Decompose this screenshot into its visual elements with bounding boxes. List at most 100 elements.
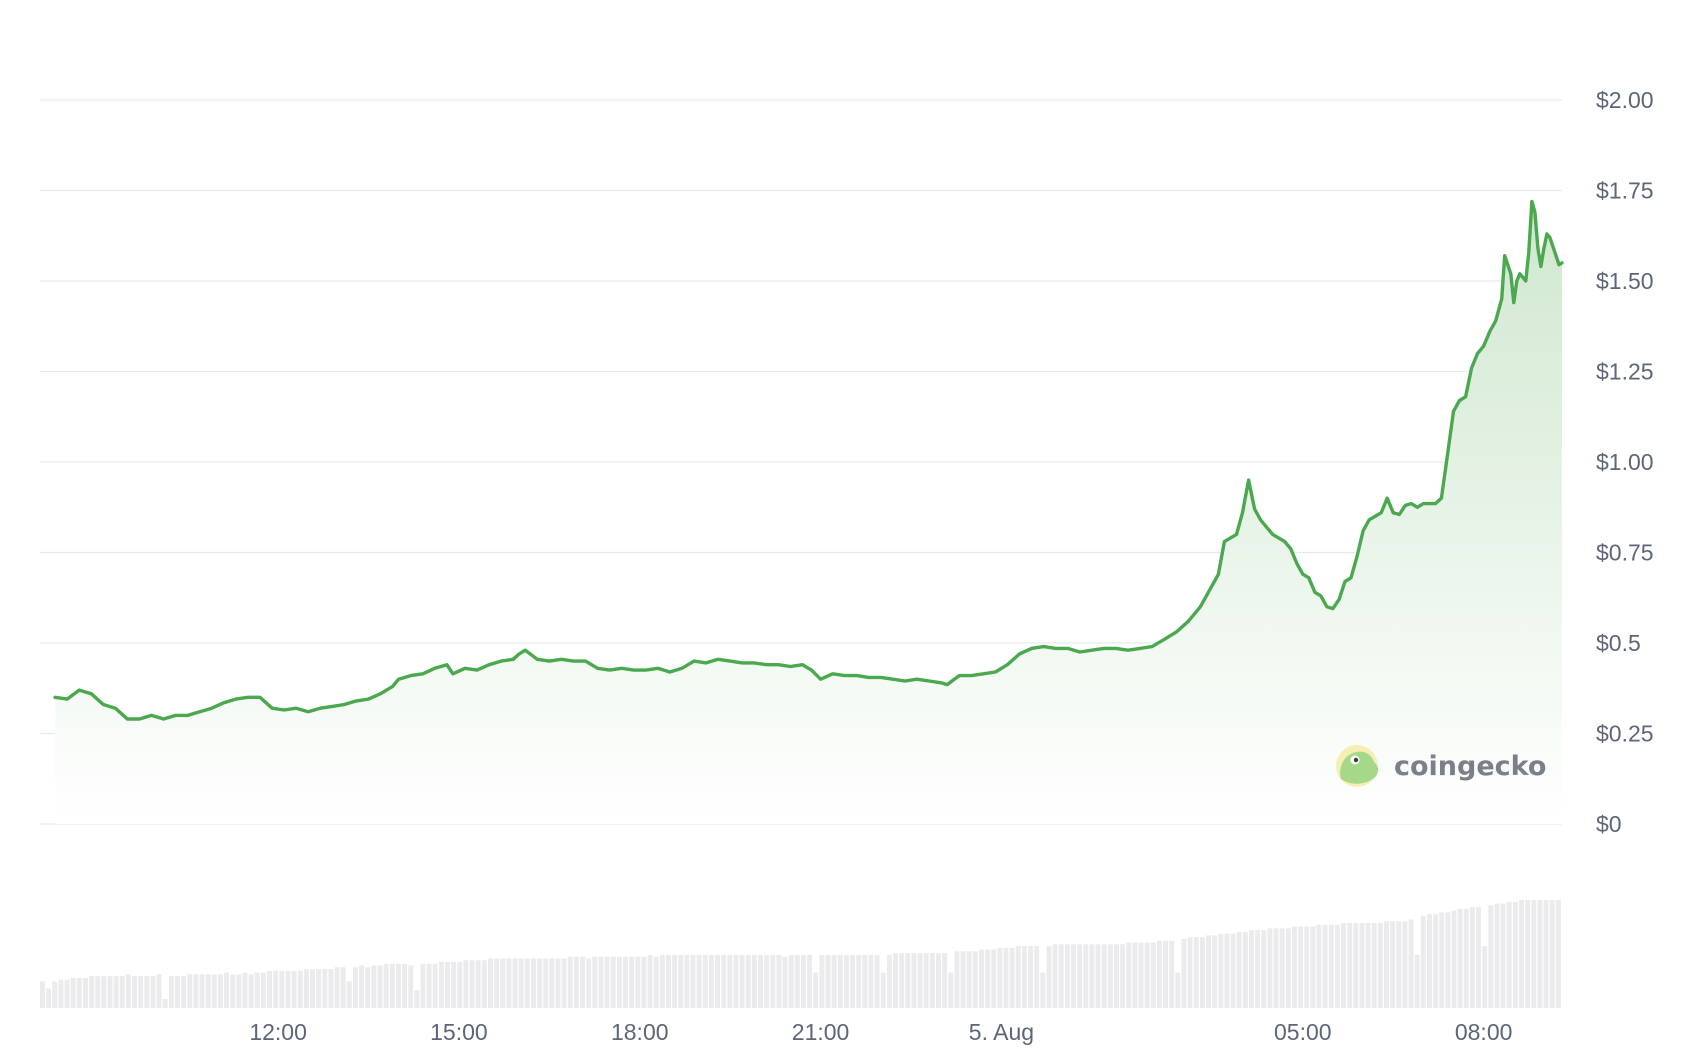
volume-bar [1433, 914, 1439, 1008]
volume-bar [303, 969, 309, 1008]
volume-bar [1101, 944, 1107, 1008]
volume-bar [1095, 944, 1101, 1008]
volume-bar [1555, 900, 1561, 1008]
volume-bar [463, 960, 469, 1008]
volume-bar [1267, 928, 1273, 1008]
volume-bar [1206, 935, 1211, 1008]
volume-bar [739, 954, 745, 1008]
volume-bar [843, 954, 849, 1008]
price-area [55, 201, 1563, 824]
volume-bar [721, 954, 727, 1008]
volume-bar [567, 956, 573, 1008]
volume-bar [1028, 946, 1034, 1008]
volume-bar [1040, 972, 1046, 1008]
volume-bar [1212, 935, 1218, 1008]
volume-bar [696, 954, 702, 1008]
volume-bar [1144, 942, 1150, 1008]
volume-bar [727, 954, 733, 1008]
volume-bar [1279, 928, 1285, 1008]
volume-bar [432, 963, 438, 1008]
volume-bar [733, 954, 739, 1008]
volume-bar [285, 970, 291, 1008]
volume-bar [972, 951, 978, 1008]
volume-bar [494, 958, 500, 1008]
volume-bar [46, 988, 52, 1008]
volume-bar [1384, 921, 1389, 1008]
y-tick-label: $1.25 [1596, 359, 1654, 385]
volume-bar [1236, 931, 1242, 1008]
volume-bar [1341, 923, 1347, 1008]
volume-bar [1512, 901, 1518, 1008]
y-tick-label: $0.75 [1596, 540, 1654, 566]
volume-bar [1163, 940, 1169, 1008]
volume-bar [1126, 942, 1132, 1008]
volume-bar [1365, 923, 1371, 1008]
volume-bar [1224, 933, 1230, 1008]
volume-bar [1071, 944, 1076, 1008]
volume-bar [635, 956, 641, 1008]
volume-bar [1132, 942, 1138, 1008]
volume-bar [1218, 933, 1224, 1008]
x-tick-label: 08:00 [1455, 1019, 1513, 1045]
x-tick-label: 18:00 [611, 1019, 669, 1045]
volume-bar [438, 961, 444, 1008]
volume-bar [1347, 923, 1353, 1008]
volume-bar [788, 954, 794, 1008]
x-tick-label: 15:00 [430, 1019, 488, 1045]
volume-bar [923, 953, 929, 1008]
volume-bar [1476, 907, 1482, 1008]
volume-bar [1377, 923, 1383, 1008]
volume-bars [40, 900, 1561, 1008]
volume-bar [199, 974, 205, 1008]
volume-bar [52, 981, 58, 1008]
volume-bar [549, 958, 555, 1008]
volume-bar [524, 958, 530, 1008]
volume-bar [371, 965, 377, 1008]
volume-bar [1193, 937, 1199, 1008]
volume-bar [518, 958, 524, 1008]
volume-bar [1463, 908, 1469, 1008]
volume-bar [1169, 940, 1175, 1008]
volume-bar [475, 960, 481, 1008]
volume-bar [512, 958, 518, 1008]
volume-bar [598, 956, 604, 1008]
volume-bar [616, 956, 622, 1008]
volume-bar [770, 954, 776, 1008]
volume-bar [205, 974, 211, 1008]
volume-bar [1359, 923, 1365, 1008]
volume-bar [89, 976, 95, 1008]
volume-bar [40, 981, 45, 1008]
volume-bar [316, 969, 322, 1008]
volume-bar [334, 967, 340, 1008]
x-axis-ticks: 12:00 15:00 18:00 21:00 5. Aug 05:00 08:00 [249, 1019, 1512, 1045]
volume-bar [672, 954, 678, 1008]
volume-bar [776, 954, 782, 1008]
volume-bar [604, 956, 610, 1008]
volume-bar [936, 953, 941, 1008]
volume-bar [1488, 905, 1494, 1008]
volume-bar [1064, 944, 1070, 1008]
volume-bar [886, 954, 892, 1008]
volume-bar [156, 974, 162, 1008]
volume-bar [1107, 944, 1113, 1008]
price-line-path [53, 199, 1564, 721]
volume-bar [1457, 908, 1463, 1008]
volume-bar [125, 974, 131, 1008]
coingecko-watermark: coingecko [1336, 745, 1546, 787]
volume-bar [150, 976, 156, 1008]
volume-bar [402, 963, 408, 1008]
volume-bar [997, 947, 1003, 1008]
volume-bar [1058, 944, 1064, 1008]
volume-bar [1500, 903, 1506, 1008]
volume-bar [451, 961, 457, 1008]
x-tick-label: 12:00 [249, 1019, 307, 1045]
volume-bar [801, 954, 806, 1008]
volume-bar [1426, 914, 1432, 1008]
volume-bar [383, 963, 389, 1008]
volume-bar [610, 956, 616, 1008]
volume-bar [58, 979, 64, 1008]
volume-bar [1494, 903, 1500, 1008]
volume-bar [420, 963, 426, 1008]
